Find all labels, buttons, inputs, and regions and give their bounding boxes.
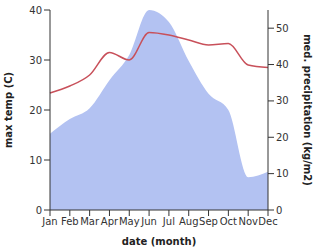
svg-text:Feb: Feb bbox=[61, 216, 79, 227]
svg-text:10: 10 bbox=[29, 155, 42, 166]
svg-text:med. precipitation (kg/m2): med. precipitation (kg/m2) bbox=[302, 34, 310, 186]
svg-text:40: 40 bbox=[276, 59, 289, 70]
svg-text:Jul: Jul bbox=[162, 216, 175, 227]
svg-text:20: 20 bbox=[29, 105, 42, 116]
svg-text:30: 30 bbox=[29, 55, 42, 66]
svg-text:Oct: Oct bbox=[220, 216, 237, 227]
svg-text:Nov: Nov bbox=[238, 216, 258, 227]
svg-text:Apr: Apr bbox=[101, 216, 119, 227]
svg-text:0: 0 bbox=[36, 205, 42, 216]
svg-text:May: May bbox=[119, 216, 140, 227]
svg-text:20: 20 bbox=[276, 132, 289, 143]
svg-text:max temp (C): max temp (C) bbox=[8, 72, 14, 148]
svg-text:50: 50 bbox=[276, 23, 289, 34]
svg-text:0: 0 bbox=[276, 205, 282, 216]
svg-text:Aug: Aug bbox=[179, 216, 199, 227]
svg-text:date (month): date (month) bbox=[122, 236, 196, 247]
svg-text:Dec: Dec bbox=[258, 216, 277, 227]
svg-text:40: 40 bbox=[29, 5, 42, 16]
svg-text:10: 10 bbox=[276, 168, 289, 179]
svg-text:Sep: Sep bbox=[199, 216, 218, 227]
svg-text:Mar: Mar bbox=[80, 216, 100, 227]
svg-text:Jan: Jan bbox=[41, 216, 57, 227]
svg-text:30: 30 bbox=[276, 95, 289, 106]
svg-text:Jun: Jun bbox=[140, 216, 157, 227]
